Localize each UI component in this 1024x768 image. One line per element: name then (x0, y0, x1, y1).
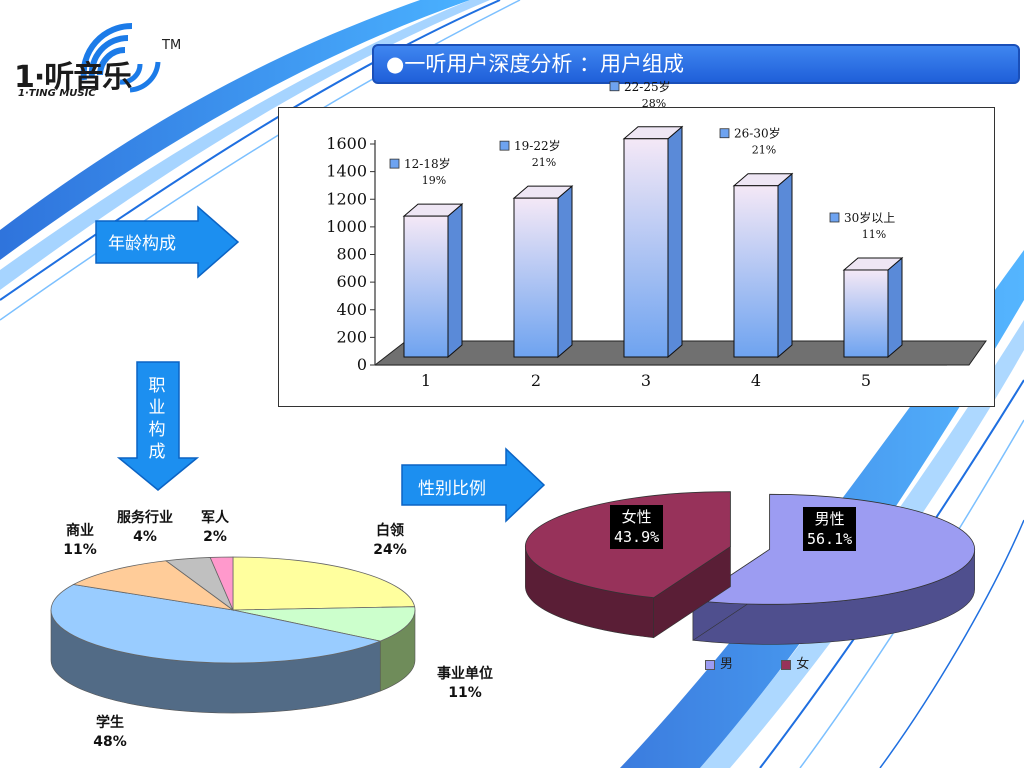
logo-subtext: 1·TING MUSIC (18, 88, 96, 99)
signal-waves-icon (80, 22, 161, 93)
pie-slice (72, 560, 234, 611)
pie-slice (209, 556, 234, 611)
pie-label-white-collar: 白领 24% (355, 522, 425, 560)
trademark: TM (162, 38, 182, 53)
annotation-swatch (609, 81, 620, 92)
pie-slice (232, 606, 416, 642)
slice-name: 服务行业 (117, 510, 173, 526)
y-tick-label: 400 (336, 300, 367, 319)
annotation-swatch (719, 128, 730, 139)
occupation-char: 构 (148, 420, 166, 440)
annotation-pct: 21% (532, 156, 556, 169)
slide-title: ●一听用户深度分析 ：用户组成 (372, 44, 1020, 84)
y-tick-label: 800 (336, 245, 367, 264)
x-tick-label: 4 (751, 371, 761, 390)
annotation-pct: 19% (422, 174, 446, 187)
slice-pct: 43.9% (614, 528, 660, 546)
logo (0, 20, 200, 110)
gender-label-male: 男性 56.1% (803, 507, 857, 551)
bar (513, 197, 559, 358)
legend-item-female: 女 (796, 657, 810, 672)
y-tick-label: 600 (336, 272, 367, 291)
annotation-pct: 11% (862, 228, 886, 241)
slice-name: 事业单位 (437, 666, 493, 682)
slice-name: 军人 (201, 510, 229, 526)
slice-pct: 11% (448, 685, 482, 701)
slice-name: 男性 (814, 510, 845, 528)
x-tick-label: 3 (641, 371, 651, 390)
annotation-pct: 21% (752, 144, 776, 157)
legend-swatch-male (705, 659, 715, 670)
annotation-label: 30岁以上 (844, 210, 895, 225)
y-tick-label: 1600 (326, 134, 367, 153)
slice-name: 女性 (621, 508, 652, 526)
annotation-swatch (829, 212, 840, 223)
slice-pct: 56.1% (807, 530, 853, 548)
annotation-label: 22-25岁 (624, 79, 671, 94)
y-tick-label: 1200 (326, 189, 367, 208)
occupation-char: 职 (148, 376, 166, 396)
logo-text: 1·听音乐 (14, 60, 132, 95)
annotation-label: 12-18岁 (404, 156, 451, 171)
y-tick-label: 1400 (326, 162, 367, 181)
pie-label-business: 商业 11% (50, 522, 110, 560)
pie-slice (50, 584, 382, 664)
age-arrow (95, 205, 240, 279)
bar (623, 138, 669, 358)
annotation-label: 26-30岁 (734, 126, 781, 141)
annotation-swatch (499, 140, 510, 151)
y-tick-label: 200 (336, 327, 367, 346)
gender-arrow (401, 447, 546, 523)
bar (733, 185, 779, 358)
legend-item-male: 男 (720, 657, 734, 672)
pie-label-student: 学生 48% (80, 714, 140, 752)
y-tick-label: 0 (357, 355, 367, 374)
gender-label-female: 女性 43.9% (610, 505, 664, 549)
legend-swatch-female (781, 659, 792, 670)
bar (843, 269, 889, 358)
x-tick-label: 5 (861, 371, 871, 390)
occupation-char: 成 (148, 442, 166, 462)
x-tick-label: 2 (531, 371, 541, 390)
occupation-char: 业 (148, 398, 166, 418)
slice-pct: 24% (373, 542, 407, 558)
pie-label-military: 军人 2% (188, 509, 242, 547)
annotation-swatch (389, 158, 400, 169)
slice-name: 商业 (66, 523, 94, 539)
slice-name: 白领 (376, 523, 404, 539)
gender-legend: 男 女 (705, 653, 809, 672)
pie-label-service: 服务行业 4% (100, 509, 190, 547)
slice-pct: 11% (63, 542, 97, 558)
annotation-label: 19-22岁 (514, 138, 561, 153)
pie-label-public-institution: 事业单位 11% (420, 665, 510, 703)
slice-pct: 48% (93, 734, 127, 750)
slice-pct: 2% (203, 529, 227, 545)
pie-slice (232, 556, 416, 611)
slice-pct: 4% (133, 529, 157, 545)
gender-arrow-label: 性别比例 (418, 479, 486, 499)
slice-name: 学生 (96, 715, 124, 731)
occupation-arrow (117, 361, 199, 491)
occupation-arrow-label: 职 业 构 成 (146, 375, 168, 463)
x-tick-label: 1 (421, 371, 431, 390)
annotation-pct: 28% (642, 97, 666, 110)
y-tick-label: 1000 (326, 217, 367, 236)
age-arrow-label: 年龄构成 (108, 234, 176, 254)
bar (403, 215, 449, 358)
